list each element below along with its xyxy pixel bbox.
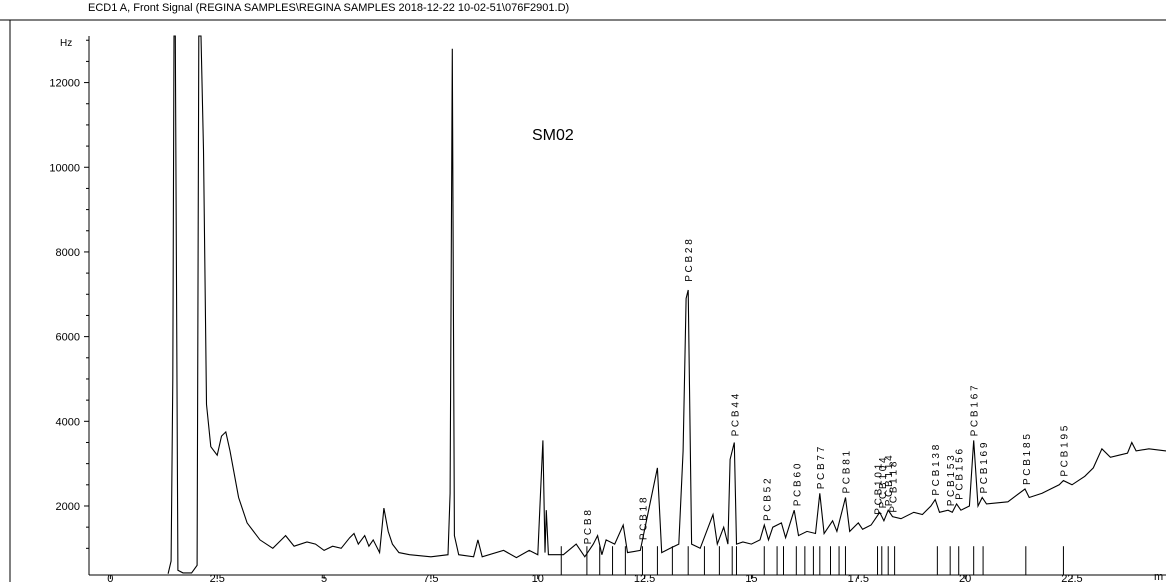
peak-label: P C B 1 6 9 (979, 442, 990, 493)
signal-trace (167, 35, 1166, 574)
x-tick-label: 7.5 (423, 573, 438, 582)
peak-label: P C B 8 (583, 510, 594, 545)
y-tick-label: 4000 (56, 416, 80, 428)
x-tick-label: 10 (532, 573, 544, 582)
x-tick-label: 0 (107, 573, 113, 582)
peak-label: P C B 1 9 5 (1059, 425, 1070, 476)
peak-label: P C B 1 8 (638, 497, 649, 540)
y-tick-label: 8000 (56, 247, 80, 259)
x-tick-label: 20 (959, 573, 971, 582)
peak-label: P C B 1 6 7 (970, 385, 981, 436)
peak-label: P C B 1 1 8 (888, 461, 899, 512)
y-tick-label: 10000 (49, 162, 80, 174)
x-tick-label: 12.5 (634, 573, 655, 582)
peak-label: P C B 1 1 4 (884, 455, 895, 506)
peak-labels: P C B 8 P C B 1 8 P C B 2 8 P C B 4 4 P C B … (583, 239, 1071, 545)
peak-label: P C B 1 5 6 (955, 448, 966, 499)
x-tick-label: 15 (745, 573, 757, 582)
x-tick-label: 2.5 (210, 573, 225, 582)
sample-label: SM02 (532, 127, 574, 144)
x-tick-label: 17.5 (848, 573, 869, 582)
y-axis-unit: Hz (60, 38, 72, 49)
x-tick-label: 22.5 (1061, 573, 1082, 582)
peak-label: P C B 7 7 (816, 446, 827, 489)
peak-label: P C B 2 8 (684, 239, 695, 282)
peak-label: P C B 8 1 (841, 450, 852, 493)
baseline-markers (560, 546, 1064, 575)
peak-label: P C B 6 0 (792, 463, 803, 506)
y-tick-label: 6000 (56, 332, 80, 344)
peak-label: P C B 1 8 5 (1022, 434, 1033, 485)
peak-label: P C B 5 2 (762, 478, 773, 521)
peak-label: P C B 1 5 3 (946, 455, 957, 506)
x-axis-unit: m (1154, 571, 1163, 582)
chart-title: ECD1 A, Front Signal (REGINA SAMPLES\REG… (88, 2, 569, 14)
x-tick-label: 5 (321, 573, 327, 582)
y-tick-label: 2000 (56, 501, 80, 513)
signal-line (167, 35, 1166, 574)
y-tick-label: 12000 (49, 78, 80, 90)
peak-label: P C B 1 3 8 (931, 444, 942, 495)
axes: 2000 4000 6000 8000 10000 12000 0 2.5 5 7.5 10 12.5… (0, 19, 1166, 585)
peak-label: P C B 1 0 4 (878, 457, 889, 508)
peak-label: P C B 4 4 (730, 393, 741, 436)
peak-label: P C B 1 0 1 (874, 463, 885, 514)
